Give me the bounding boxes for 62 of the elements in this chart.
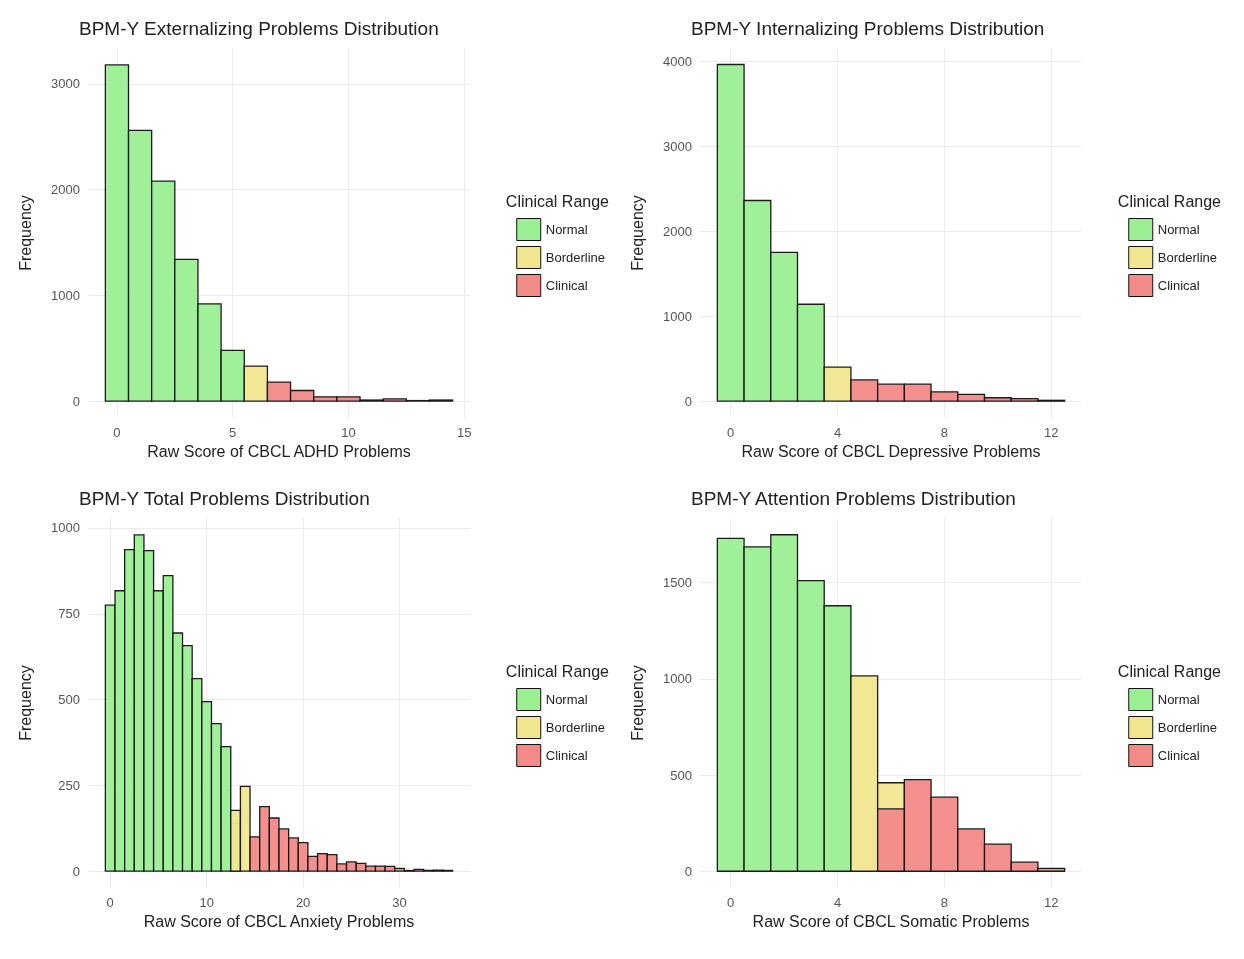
legend-label: Clinical xyxy=(545,278,588,293)
y-tick-label: 1000 xyxy=(663,308,692,324)
chart-title: BPM-Y Attention Problems Distribution xyxy=(691,488,1016,509)
y-tick-label: 1500 xyxy=(663,575,692,591)
legend-label: Normal xyxy=(1157,692,1200,707)
y-axis-title: Frequency xyxy=(16,665,34,741)
legend-title: Clinical Range xyxy=(505,662,610,680)
x-tick-label: 0 xyxy=(727,425,735,440)
y-tick-label: 500 xyxy=(670,767,692,783)
legend-label: Normal xyxy=(545,692,588,707)
x-axis-title: Raw Score of CBCL ADHD Problems xyxy=(147,443,411,461)
chart-title: BPM-Y Externalizing Problems Distribution xyxy=(79,18,439,39)
x-axis-title: Raw Score of CBCL Somatic Problems xyxy=(752,913,1030,931)
legend-label: Borderline xyxy=(545,250,606,265)
x-axis-title: Raw Score of CBCL Anxiety Problems xyxy=(143,913,415,931)
x-axis-title: Raw Score of CBCL Depressive Problems xyxy=(741,443,1041,461)
y-axis-title: Frequency xyxy=(628,195,646,271)
x-tick-label: 12 xyxy=(1044,425,1059,440)
y-tick-label: 0 xyxy=(72,863,80,879)
y-tick-label: 2000 xyxy=(51,182,80,198)
legend-title: Clinical Range xyxy=(1117,662,1222,680)
legend-label: Clinical xyxy=(545,748,588,763)
y-tick-label: 1000 xyxy=(51,287,80,303)
y-tick-label: 1000 xyxy=(663,671,692,687)
x-tick-label: 4 xyxy=(833,425,842,440)
chart-title: BPM-Y Total Problems Distribution xyxy=(79,488,370,509)
legend-title: Clinical Range xyxy=(505,192,610,210)
x-tick-label: 8 xyxy=(940,895,949,910)
legend-label: Normal xyxy=(1157,222,1200,237)
y-tick-label: 2000 xyxy=(663,223,692,239)
y-tick-label: 0 xyxy=(684,393,692,409)
y-tick-label: 1000 xyxy=(51,520,80,536)
y-tick-label: 4000 xyxy=(663,53,692,69)
legend-label: Normal xyxy=(545,222,588,237)
y-tick-label: 0 xyxy=(72,393,80,409)
x-tick-label: 30 xyxy=(392,895,407,910)
legend-label: Borderline xyxy=(1157,250,1218,265)
y-axis-title: Frequency xyxy=(16,195,34,271)
x-tick-label: 0 xyxy=(106,895,114,910)
legend-label: Clinical xyxy=(1157,748,1200,763)
chart-title: BPM-Y Internalizing Problems Distribution xyxy=(691,18,1045,39)
x-tick-label: 10 xyxy=(199,895,214,910)
y-tick-label: 750 xyxy=(58,606,80,622)
y-axis-title: Frequency xyxy=(628,665,646,741)
x-tick-label: 12 xyxy=(1044,895,1059,910)
y-tick-label: 3000 xyxy=(663,138,692,154)
x-tick-label: 5 xyxy=(229,425,237,440)
x-tick-label: 20 xyxy=(295,895,311,910)
y-tick-label: 0 xyxy=(684,863,692,879)
y-tick-label: 3000 xyxy=(51,76,80,92)
y-tick-label: 500 xyxy=(58,692,80,708)
x-tick-label: 10 xyxy=(341,425,356,440)
x-tick-label: 15 xyxy=(456,425,472,440)
x-tick-label: 4 xyxy=(833,895,842,910)
x-tick-label: 0 xyxy=(113,425,121,440)
x-tick-label: 0 xyxy=(727,895,735,910)
legend-label: Borderline xyxy=(545,720,606,735)
x-tick-label: 8 xyxy=(940,425,949,440)
legend-title: Clinical Range xyxy=(1117,192,1222,210)
y-tick-label: 250 xyxy=(58,777,80,793)
legend-label: Clinical xyxy=(1157,278,1200,293)
legend-label: Borderline xyxy=(1157,720,1218,735)
